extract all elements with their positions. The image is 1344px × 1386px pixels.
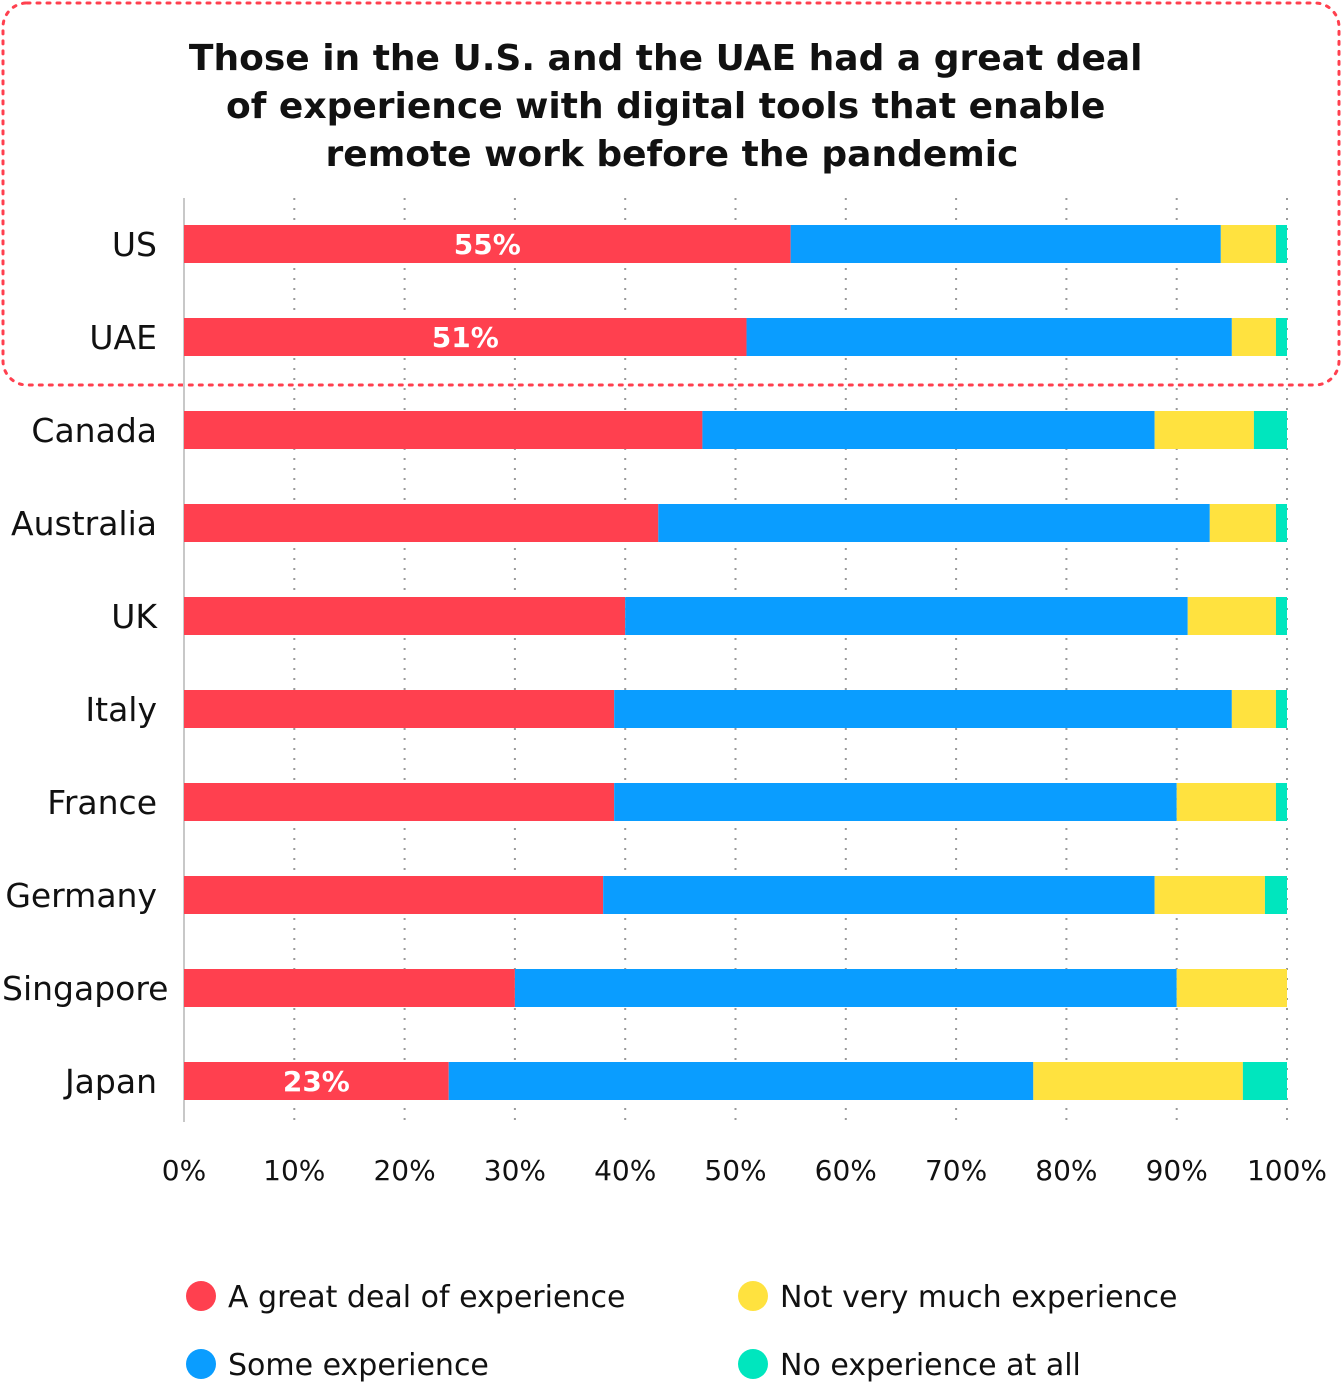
bar-canada-not-very-much-experience <box>1154 411 1254 449</box>
bar-australia-a-great-deal-of-experience <box>184 504 659 542</box>
category-label: Germany <box>5 876 157 915</box>
x-tick-label: 10% <box>263 1154 325 1187</box>
category-label: UK <box>111 597 158 636</box>
bar-australia-no-experience-at-all <box>1275 504 1287 542</box>
category-label: Australia <box>11 504 157 543</box>
bar-us-not-very-much-experience <box>1220 225 1276 263</box>
bar-canada-some-experience <box>702 411 1155 449</box>
bar-singapore-a-great-deal-of-experience <box>184 969 515 1007</box>
x-tick-label: 20% <box>373 1154 435 1187</box>
category-label: France <box>47 783 157 822</box>
bar-germany-no-experience-at-all <box>1264 876 1287 914</box>
bar-japan-no-experience-at-all <box>1242 1062 1287 1100</box>
bar-uk-no-experience-at-all <box>1275 597 1287 635</box>
chart-title-line-3: remote work before the pandemic <box>326 134 1019 175</box>
category-label: Italy <box>85 690 157 729</box>
bar-italy-no-experience-at-all <box>1275 690 1287 728</box>
category-label: Japan <box>63 1062 157 1101</box>
chart-title: Those in the U.S. and the UAE had a grea… <box>189 38 1155 175</box>
chart-title-line-1: Those in the U.S. and the UAE had a grea… <box>189 38 1143 79</box>
x-tick-label: 90% <box>1146 1154 1208 1187</box>
bar-singapore-not-very-much-experience <box>1176 969 1287 1007</box>
bar-uk-some-experience <box>625 597 1188 635</box>
category-label: UAE <box>89 318 157 357</box>
category-label: Singapore <box>2 969 168 1008</box>
bar-france-not-very-much-experience <box>1176 783 1276 821</box>
bar-uk-not-very-much-experience <box>1187 597 1276 635</box>
x-tick-label: 70% <box>925 1154 987 1187</box>
bar-us-no-experience-at-all <box>1275 225 1287 263</box>
x-tick-label: 100% <box>1247 1154 1327 1187</box>
data-label-uae: 51% <box>432 321 499 354</box>
legend-label-some-experience: Some experience <box>228 1348 489 1383</box>
legend: A great deal of experience Not very much … <box>186 1280 1178 1383</box>
x-tick-label: 0% <box>162 1154 206 1187</box>
category-label: US <box>112 225 157 264</box>
data-label-us: 55% <box>454 228 521 261</box>
bar-australia-some-experience <box>658 504 1210 542</box>
bar-japan-a-great-deal-of-experience <box>184 1062 449 1100</box>
bar-uae-no-experience-at-all <box>1275 318 1287 356</box>
bar-germany-a-great-deal-of-experience <box>184 876 604 914</box>
bar-us-some-experience <box>790 225 1221 263</box>
highlight-box <box>1 1 1341 387</box>
data-label-japan: 23% <box>283 1065 350 1098</box>
legend-swatch-no-experience-at-all <box>738 1349 768 1379</box>
x-tick-label: 40% <box>594 1154 656 1187</box>
bar-singapore-some-experience <box>514 969 1177 1007</box>
legend-swatch-not-very-much-experience <box>738 1281 768 1311</box>
bar-uae-some-experience <box>746 318 1232 356</box>
grid-lines <box>183 198 1288 1122</box>
x-tick-label: 30% <box>484 1154 546 1187</box>
bar-italy-a-great-deal-of-experience <box>184 690 615 728</box>
bar-germany-not-very-much-experience <box>1154 876 1265 914</box>
data-labels: 55% 51% 23% <box>283 228 521 1098</box>
bars <box>184 225 1287 1100</box>
bar-uk-a-great-deal-of-experience <box>184 597 626 635</box>
category-labels: US UAE Canada Australia UK Italy France Germany… <box>2 225 168 1101</box>
x-axis-ticks: 0% 10% 20% 30% 40% 50% 60% 70% 80% 90% 100% <box>162 1154 1327 1187</box>
bar-uae-not-very-much-experience <box>1231 318 1276 356</box>
bar-japan-some-experience <box>448 1062 1034 1100</box>
bar-italy-some-experience <box>614 690 1232 728</box>
bar-canada-a-great-deal-of-experience <box>184 411 703 449</box>
bar-france-no-experience-at-all <box>1275 783 1287 821</box>
x-tick-label: 80% <box>1035 1154 1097 1187</box>
legend-label-no-experience-at-all: No experience at all <box>780 1348 1081 1383</box>
bar-japan-not-very-much-experience <box>1033 1062 1243 1100</box>
bar-australia-not-very-much-experience <box>1209 504 1276 542</box>
x-tick-label: 60% <box>815 1154 877 1187</box>
legend-swatch-a-great-deal-of-experience <box>186 1281 216 1311</box>
bar-france-some-experience <box>614 783 1177 821</box>
chart-title-line-2: of experience with digital tools that en… <box>226 86 1105 127</box>
bar-uae-a-great-deal-of-experience <box>184 318 747 356</box>
legend-swatch-some-experience <box>186 1349 216 1379</box>
bar-france-a-great-deal-of-experience <box>184 783 615 821</box>
legend-label-a-great-deal-of-experience: A great deal of experience <box>228 1280 625 1315</box>
bar-germany-some-experience <box>603 876 1155 914</box>
x-tick-label: 50% <box>704 1154 766 1187</box>
legend-label-not-very-much-experience: Not very much experience <box>780 1280 1178 1315</box>
bar-italy-not-very-much-experience <box>1231 690 1276 728</box>
bar-us-a-great-deal-of-experience <box>184 225 791 263</box>
bar-canada-no-experience-at-all <box>1253 411 1287 449</box>
category-label: Canada <box>31 411 157 450</box>
